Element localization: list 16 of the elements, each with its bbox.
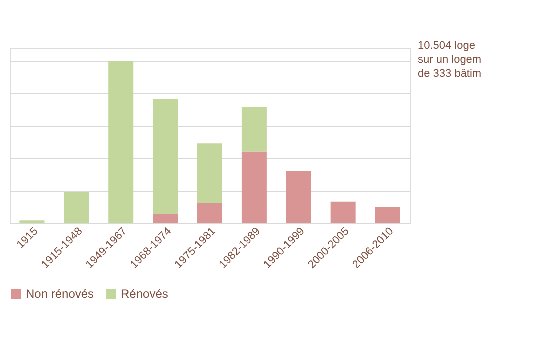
bar: [242, 152, 267, 223]
bar: [198, 144, 222, 204]
text: 10.504 loge: [418, 40, 476, 52]
bar: [64, 192, 90, 223]
bar: [330, 202, 356, 223]
bar: [108, 60, 134, 223]
text: sur un logem: [418, 54, 482, 66]
legend-label: Non rénovés: [26, 287, 94, 301]
bar: [286, 171, 312, 223]
bar: [375, 207, 400, 223]
bar: [242, 107, 267, 152]
bar: [198, 204, 222, 223]
legend-label: Rénovés: [121, 287, 168, 301]
bar: [153, 214, 178, 223]
text: de 333 bâtim: [418, 68, 482, 80]
bar: [153, 99, 178, 214]
